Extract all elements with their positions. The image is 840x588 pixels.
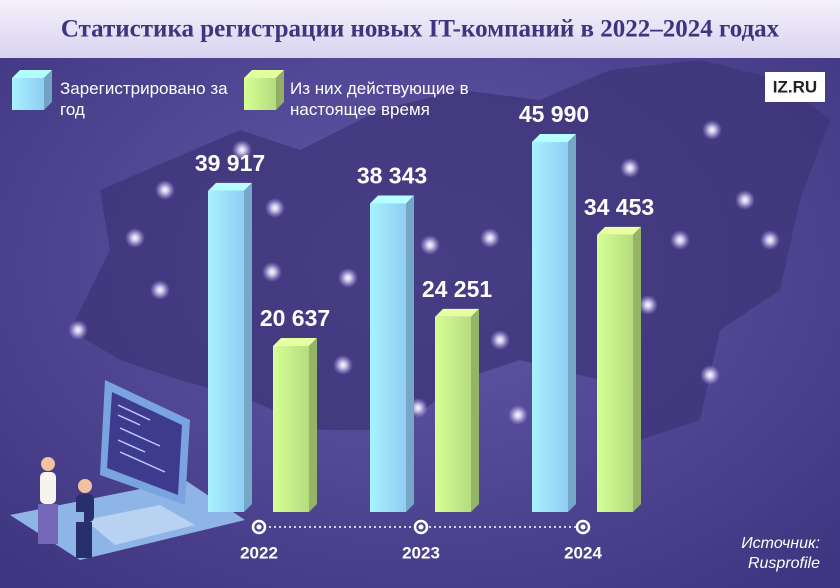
legend-swatch: [44, 70, 52, 110]
timeline-node: [256, 524, 262, 530]
value-label: 20 637: [260, 305, 330, 331]
source-label: Источник:: [741, 535, 820, 552]
value-label: 34 453: [584, 194, 654, 220]
bar: [370, 203, 406, 512]
bar: [208, 190, 244, 513]
legend-swatch: [12, 70, 52, 78]
bar-top: [370, 195, 414, 204]
x-tick-label: 2024: [564, 543, 602, 562]
bar-top: [597, 226, 641, 235]
logo: IZ.RU: [773, 77, 817, 96]
bar-top: [208, 182, 252, 191]
chart-title: Статистика регистрации новых IT-компаний…: [61, 16, 780, 43]
bar-side: [471, 308, 479, 512]
bar-side: [633, 226, 641, 512]
timeline-node: [418, 524, 424, 530]
timeline-node: [580, 524, 586, 530]
legend-swatch: [244, 70, 284, 78]
bar: [435, 316, 471, 512]
value-label: 45 990: [519, 101, 589, 127]
x-tick-label: 2022: [240, 543, 278, 562]
bar: [273, 345, 309, 512]
bar-top: [273, 337, 317, 346]
bar-side: [309, 337, 317, 512]
legend-swatch: [276, 70, 284, 110]
legend-swatch: [12, 78, 44, 110]
value-label: 38 343: [357, 163, 427, 189]
legend-label: Зарегистрировано за год: [60, 79, 228, 119]
bar-top: [435, 308, 479, 317]
glow-dots: [68, 120, 780, 425]
bar-top: [532, 134, 576, 142]
bar-side: [568, 134, 576, 512]
source: Источник: Rusprofile: [741, 534, 820, 574]
value-label: 39 917: [195, 150, 265, 176]
source-name: Rusprofile: [747, 555, 820, 572]
legend-label: Из них действующие в настоящее время: [290, 79, 469, 119]
logo-box: [765, 72, 825, 102]
x-tick-label: 2023: [402, 543, 440, 562]
bar-side: [244, 182, 252, 513]
bar: [597, 234, 633, 512]
legend-swatch: [244, 78, 276, 110]
title-band: [0, 0, 840, 58]
laptop-illustration: [10, 380, 245, 560]
bar-side: [406, 195, 414, 512]
bar: [532, 142, 568, 512]
value-label: 24 251: [422, 276, 493, 302]
